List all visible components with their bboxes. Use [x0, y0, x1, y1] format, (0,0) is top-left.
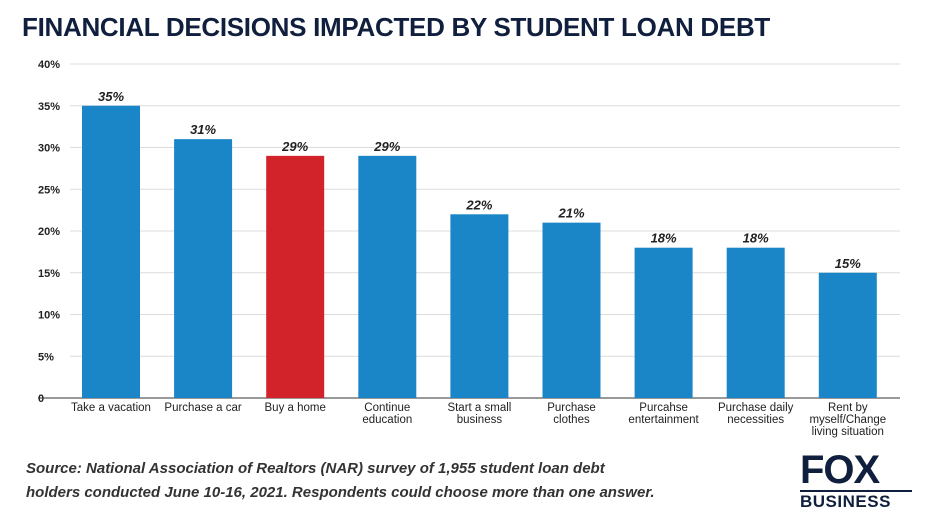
bar	[634, 247, 693, 398]
x-tick-label-line: Purchase daily	[718, 402, 794, 414]
y-tick-label: 30%	[38, 143, 60, 155]
bar	[358, 155, 417, 398]
source-line-2: holders conducted June 10-16, 2021. Resp…	[26, 484, 655, 501]
bar-chart: 0 5% 10% 15% 20% 25% 30% 35% 40% 35% Take a vacati…	[38, 59, 900, 438]
chart-title: FINANCIAL DECISIONS IMPACTED BY STUDENT …	[22, 12, 770, 42]
bar	[82, 105, 140, 398]
x-tick-label: Take a vacation	[71, 402, 151, 414]
x-tick-label-line: Continue	[364, 402, 410, 414]
source-note: Source: National Association of Realtors…	[26, 457, 726, 505]
x-tick-label: Purchase a car	[164, 402, 242, 414]
x-tick-label-line: business	[457, 414, 503, 426]
y-tick-label: 20%	[38, 226, 60, 238]
data-label: 35%	[98, 89, 124, 104]
data-label: 29%	[373, 139, 400, 154]
bar	[174, 139, 233, 398]
y-tick-label: 0	[38, 393, 44, 405]
y-tick-label: 10%	[38, 310, 60, 322]
data-label: 31%	[190, 122, 216, 137]
x-tick-label-line: education	[362, 414, 412, 426]
logo-fox-text: FOX	[800, 448, 880, 492]
x-tick-label: Purchase clothes	[547, 402, 596, 426]
x-tick-label-line: Purchase a car	[164, 402, 242, 414]
data-label: 22%	[465, 197, 492, 212]
x-tick-label: Purchase daily necessities	[718, 402, 794, 426]
x-tick-label-line: Start a small	[447, 402, 511, 414]
logo-business-text: BUSINESS	[800, 490, 912, 511]
x-tick-label-line: Buy a home	[265, 402, 326, 414]
x-tick-label-line: Rent by	[828, 402, 868, 414]
x-tick-label-line: clothes	[553, 414, 590, 426]
source-line-1: Source: National Association of Realtors…	[26, 460, 605, 477]
x-tick-label-line: myself/Change	[809, 414, 886, 426]
bar	[818, 272, 877, 398]
x-tick-label: Purcahse entertainment	[628, 402, 699, 426]
bar	[726, 247, 785, 398]
y-tick-label: 40%	[38, 59, 60, 71]
bar	[266, 155, 325, 398]
x-tick-label-line: Purcahse	[639, 402, 688, 414]
y-tick-label: 25%	[38, 184, 60, 196]
x-tick-label: Start a small business	[447, 402, 511, 426]
x-tick-label: Buy a home	[265, 402, 326, 414]
x-tick-label: Rent by myself/Change living situation	[809, 402, 886, 438]
x-tick-label-line: Take a vacation	[71, 402, 151, 414]
fox-business-logo: FOX BUSINESS	[800, 448, 914, 511]
data-label: 15%	[835, 256, 861, 271]
x-tick-label-line: living situation	[812, 426, 884, 438]
data-label: 18%	[743, 231, 769, 246]
x-tick-label-line: Purchase	[547, 402, 596, 414]
data-label: 18%	[651, 231, 677, 246]
x-tick-label: Continue education	[362, 402, 412, 426]
x-tick-label-line: necessities	[727, 414, 784, 426]
y-tick-label: 5%	[38, 351, 54, 363]
data-label: 21%	[557, 206, 584, 221]
x-tick-label-line: entertainment	[628, 414, 699, 426]
bar	[450, 214, 509, 398]
y-tick-label: 15%	[38, 268, 60, 280]
bar	[542, 222, 601, 398]
y-tick-label: 35%	[38, 101, 60, 113]
data-label: 29%	[281, 139, 308, 154]
